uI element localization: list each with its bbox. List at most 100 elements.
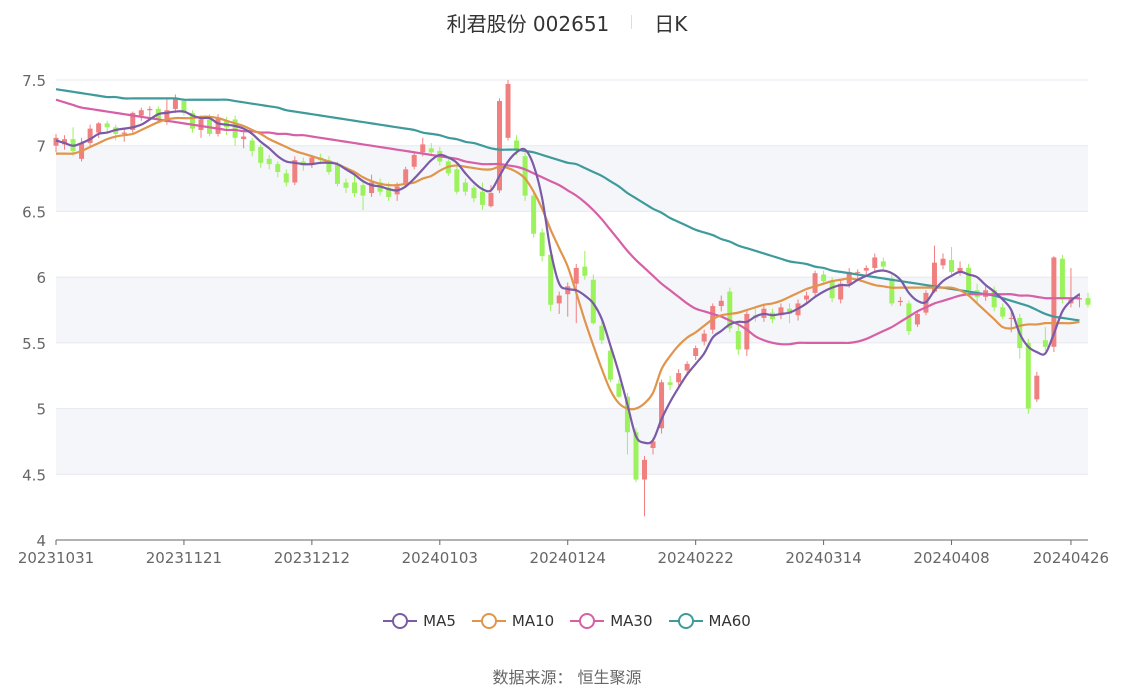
- candle-body: [863, 267, 869, 271]
- candle-body: [838, 283, 844, 300]
- candle-body: [1025, 342, 1031, 409]
- candle-body: [522, 156, 528, 196]
- candle-body: [710, 306, 716, 330]
- candle-body: [1034, 375, 1040, 400]
- y-tick-label: 4: [36, 532, 46, 550]
- chart-title: 利君股份 002651 日K: [0, 6, 1134, 38]
- candle-body: [624, 396, 630, 433]
- candle-body: [241, 136, 247, 140]
- candle-body: [62, 139, 68, 145]
- x-tick-label: 20231121: [146, 549, 222, 567]
- candle-body: [283, 173, 289, 183]
- candle-body: [215, 118, 221, 134]
- legend-swatch-ma60: [668, 613, 703, 629]
- candle-body: [676, 373, 682, 383]
- candle-body: [735, 331, 741, 350]
- x-tick-label: 20240222: [657, 549, 733, 567]
- candle-body: [266, 158, 272, 165]
- candle-body: [428, 148, 434, 153]
- grid-band: [56, 408, 1088, 475]
- legend-item-ma10[interactable]: MA10: [471, 612, 554, 630]
- candle-body: [1000, 307, 1006, 317]
- candle-body: [104, 123, 110, 128]
- y-tick-label: 5: [36, 401, 46, 419]
- candle-body: [1008, 317, 1014, 319]
- legend-swatch-ma30: [570, 613, 605, 629]
- source-label: 数据来源：: [492, 668, 573, 687]
- legend-swatch-ma5: [383, 613, 418, 629]
- candle-body: [778, 307, 784, 316]
- legend-label-ma60: MA60: [708, 612, 751, 630]
- candle-body: [855, 271, 861, 273]
- candle-body: [718, 300, 724, 307]
- candle-body: [309, 157, 315, 165]
- candle-body: [1085, 298, 1091, 305]
- y-tick-label: 6.5: [22, 203, 46, 221]
- candle-body: [1042, 340, 1048, 347]
- y-tick-label: 4.5: [22, 466, 46, 484]
- chart-legend: MA5 MA10 MA30 MA60: [0, 612, 1134, 630]
- source-name: 恒生聚源: [577, 668, 642, 687]
- candle-body: [872, 257, 878, 268]
- candle-body: [189, 112, 195, 129]
- candle-body: [659, 382, 665, 429]
- candle-body: [539, 232, 545, 257]
- candle-body: [471, 187, 477, 199]
- candle-body: [786, 308, 792, 314]
- candle-body: [616, 383, 622, 397]
- candle-body: [556, 295, 562, 304]
- candle-body: [181, 101, 187, 113]
- candle-body: [292, 160, 298, 183]
- candle-body: [164, 110, 170, 123]
- candle-body: [727, 291, 733, 329]
- candle-body: [479, 191, 485, 205]
- candle-body: [897, 300, 903, 303]
- candle-body: [548, 254, 554, 305]
- candle-body: [650, 441, 656, 448]
- candle-body: [804, 295, 810, 300]
- candle-body: [121, 132, 127, 134]
- candle-body: [130, 112, 136, 130]
- candle-body: [914, 313, 920, 325]
- candle-body: [87, 128, 93, 144]
- legend-item-ma30[interactable]: MA30: [570, 612, 653, 630]
- candle-body: [258, 147, 264, 163]
- candle-body: [138, 110, 144, 116]
- candle-body: [940, 258, 946, 266]
- legend-item-ma60[interactable]: MA60: [668, 612, 751, 630]
- candle-body: [326, 160, 332, 172]
- candlestick-chart: 4 4.5 5 5.5 6 6.5 7 7.5 20231031 20231121 20231212…: [18, 72, 1109, 567]
- candle-body: [505, 83, 511, 138]
- candle-body: [488, 193, 494, 207]
- legend-item-ma5[interactable]: MA5: [383, 612, 456, 630]
- candle-body: [991, 290, 997, 308]
- y-tick-label: 5.5: [22, 335, 46, 353]
- candle-body: [198, 119, 204, 130]
- data-source: 数据来源： 恒生聚源: [0, 664, 1134, 688]
- candle-body: [343, 182, 349, 188]
- candle-body: [497, 101, 503, 191]
- candle-body: [462, 182, 468, 192]
- candle-body: [701, 333, 707, 342]
- legend-label-ma30: MA30: [610, 612, 653, 630]
- ma-line-ma5: [55, 110, 1081, 445]
- candle-body: [386, 187, 392, 197]
- candle-body: [573, 267, 579, 284]
- candle-body: [582, 266, 588, 276]
- candle-body: [931, 262, 937, 292]
- grid-band: [56, 145, 1088, 212]
- candle-body: [232, 119, 238, 138]
- candle-body: [531, 195, 537, 234]
- candle-body: [147, 108, 153, 111]
- candle-body: [590, 279, 596, 324]
- x-tick-label: 20240426: [1033, 549, 1109, 567]
- y-tick-label: 7: [36, 138, 46, 156]
- stock-title: 利君股份 002651: [446, 11, 610, 36]
- candle-body: [641, 459, 647, 480]
- y-tick-label: 6: [36, 269, 46, 287]
- x-tick-label: 20231031: [18, 549, 94, 567]
- candle-body: [821, 274, 827, 282]
- candle-body: [96, 123, 102, 133]
- candle-body: [744, 313, 750, 350]
- candle-body: [829, 281, 835, 299]
